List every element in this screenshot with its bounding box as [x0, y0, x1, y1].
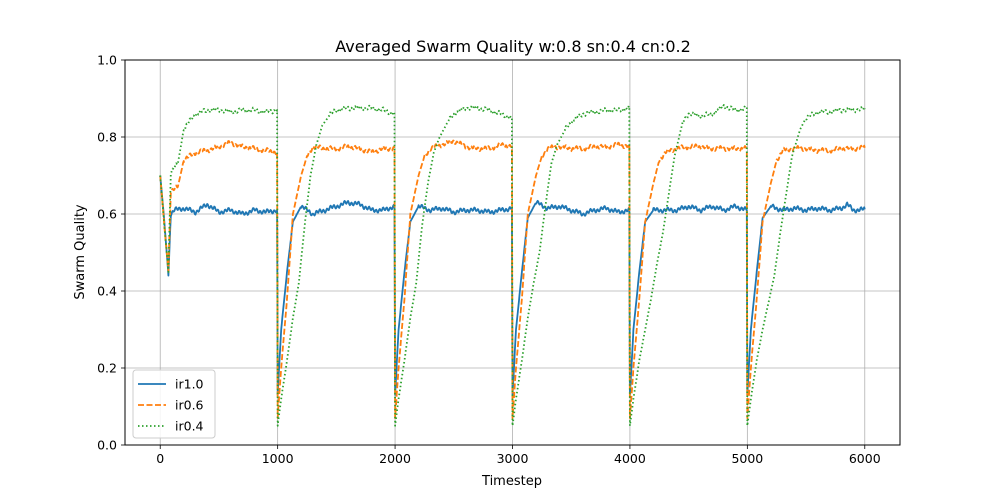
x-axis: 0 1000 2000 3000 4000 5000 6000 — [156, 445, 881, 466]
legend-box — [132, 369, 216, 439]
chart-title: Averaged Swarm Quality w:0.8 sn:0.4 cn:0… — [335, 37, 691, 56]
series-line-ir0-4 — [159, 104, 866, 427]
x-tick-label: 3000 — [497, 451, 529, 466]
legend-label: ir1.0 — [175, 377, 204, 392]
legend: ir1.0 ir0.6 ir0.4 — [132, 369, 216, 439]
legend-label: ir0.4 — [175, 419, 204, 434]
y-axis: 0.0 0.2 0.4 0.6 0.8 1.0 — [97, 53, 125, 453]
y-tick-label: 0.8 — [97, 130, 117, 145]
y-tick-label: 1.0 — [97, 53, 117, 68]
series-layer — [159, 104, 866, 427]
y-axis-label: Swarm Quality — [73, 204, 88, 300]
y-tick-label: 0.4 — [97, 284, 117, 299]
x-tick-label: 5000 — [731, 451, 763, 466]
y-tick-label: 0.0 — [97, 438, 117, 453]
y-tick-label: 0.2 — [97, 361, 117, 376]
x-tick-label: 6000 — [849, 451, 881, 466]
x-tick-label: 2000 — [379, 451, 411, 466]
legend-label: ir0.6 — [175, 398, 204, 413]
x-tick-label: 1000 — [262, 451, 294, 466]
x-tick-label: 0 — [156, 451, 164, 466]
x-tick-label: 4000 — [614, 451, 646, 466]
x-axis-label: Timestep — [481, 474, 542, 489]
y-tick-label: 0.6 — [97, 207, 117, 222]
